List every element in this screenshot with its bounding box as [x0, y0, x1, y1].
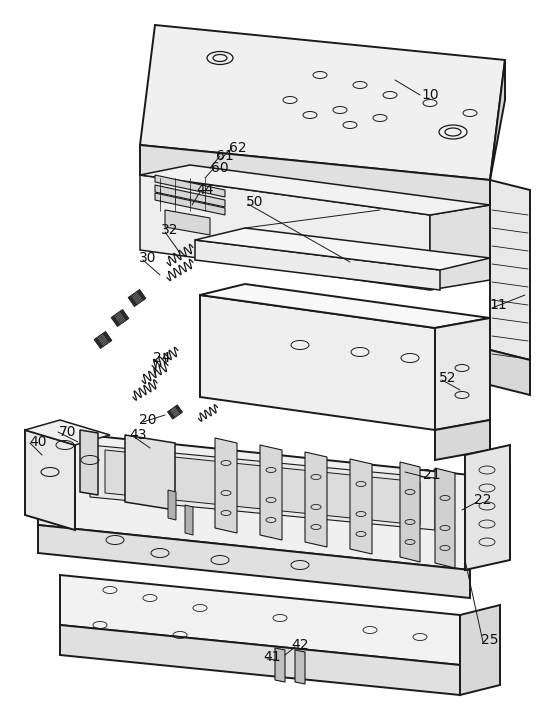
Polygon shape: [25, 420, 110, 445]
Polygon shape: [295, 650, 305, 684]
Polygon shape: [38, 430, 470, 570]
Polygon shape: [435, 318, 490, 430]
Polygon shape: [155, 185, 225, 207]
Polygon shape: [140, 165, 490, 215]
Polygon shape: [350, 459, 372, 554]
Polygon shape: [305, 452, 327, 547]
Polygon shape: [470, 465, 510, 568]
Text: 42: 42: [291, 638, 309, 652]
Text: 40: 40: [29, 435, 47, 449]
Text: 60: 60: [211, 161, 229, 175]
Polygon shape: [140, 175, 430, 290]
Polygon shape: [111, 309, 129, 327]
Polygon shape: [25, 430, 75, 530]
Text: 32: 32: [161, 223, 179, 237]
Polygon shape: [165, 210, 210, 235]
Text: 70: 70: [59, 425, 77, 439]
Polygon shape: [200, 284, 490, 328]
Text: 30: 30: [139, 251, 157, 265]
Text: 10: 10: [421, 88, 439, 102]
Text: 25: 25: [482, 633, 499, 647]
Text: 24: 24: [153, 351, 171, 365]
Polygon shape: [167, 405, 182, 419]
Polygon shape: [125, 435, 175, 510]
Polygon shape: [465, 445, 510, 570]
Polygon shape: [94, 332, 112, 349]
Polygon shape: [460, 605, 500, 695]
Polygon shape: [38, 525, 470, 598]
Polygon shape: [215, 438, 237, 533]
Polygon shape: [128, 289, 146, 307]
Polygon shape: [200, 295, 435, 430]
Polygon shape: [140, 145, 490, 207]
Text: 44: 44: [196, 183, 214, 197]
Polygon shape: [140, 25, 505, 180]
Polygon shape: [430, 205, 490, 290]
Text: 50: 50: [246, 195, 264, 209]
Polygon shape: [195, 240, 440, 290]
Text: 52: 52: [439, 371, 457, 385]
Polygon shape: [60, 575, 460, 665]
Polygon shape: [490, 60, 505, 180]
Polygon shape: [435, 318, 490, 430]
Polygon shape: [105, 450, 420, 525]
Text: 20: 20: [139, 413, 157, 427]
Text: 43: 43: [129, 428, 147, 442]
Text: 22: 22: [475, 493, 492, 507]
Text: 11: 11: [489, 298, 507, 312]
Polygon shape: [275, 648, 285, 682]
Polygon shape: [90, 445, 435, 530]
Text: 41: 41: [263, 650, 281, 664]
Text: 21: 21: [423, 468, 441, 482]
Text: 61: 61: [216, 149, 234, 163]
Polygon shape: [490, 350, 530, 395]
Polygon shape: [60, 625, 460, 695]
Polygon shape: [400, 462, 420, 562]
Polygon shape: [80, 430, 98, 495]
Polygon shape: [185, 505, 193, 535]
Text: 62: 62: [229, 141, 247, 155]
Polygon shape: [155, 193, 225, 215]
Polygon shape: [195, 228, 490, 270]
Polygon shape: [435, 468, 455, 568]
Polygon shape: [490, 180, 530, 360]
Polygon shape: [260, 445, 282, 540]
Polygon shape: [435, 420, 490, 460]
Polygon shape: [168, 490, 176, 520]
Polygon shape: [155, 175, 225, 197]
